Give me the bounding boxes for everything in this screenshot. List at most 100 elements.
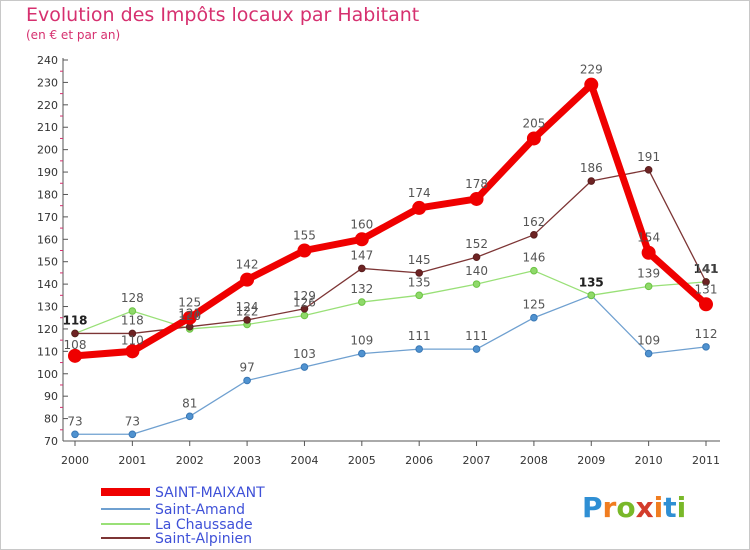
- data-label: 125: [178, 296, 201, 310]
- data-point: [300, 304, 309, 313]
- data-point: [71, 430, 79, 439]
- data-point: [412, 200, 427, 215]
- legend-label: Saint-Amand: [155, 502, 245, 518]
- data-point: [358, 264, 366, 273]
- data-label: 124: [236, 300, 259, 314]
- data-point: [128, 329, 137, 338]
- data-label: 118: [121, 313, 144, 327]
- data-label: 154: [637, 231, 660, 245]
- data-label: 108: [64, 338, 87, 352]
- data-label: 141: [695, 262, 718, 276]
- data-label: 126: [293, 295, 316, 309]
- x-tick-label: 2003: [233, 454, 261, 467]
- y-tick-label: 170: [37, 211, 58, 224]
- x-tick-label: 2006: [405, 454, 433, 467]
- data-label: 135: [580, 275, 603, 289]
- data-point: [125, 344, 140, 359]
- data-point: [354, 232, 369, 247]
- legend-label: La Chaussade: [155, 517, 253, 533]
- x-tick-label: 2001: [118, 454, 146, 467]
- data-label: 129: [293, 289, 316, 303]
- data-point: [644, 282, 653, 291]
- data-point: [530, 266, 538, 275]
- y-tick-label: 210: [37, 121, 58, 134]
- y-tick-label: 110: [37, 345, 58, 358]
- y-tick-label: 230: [37, 76, 58, 89]
- logo-letter: r: [603, 491, 617, 524]
- y-tick-label: 190: [37, 166, 58, 179]
- data-point: [185, 412, 194, 421]
- data-point: [702, 278, 710, 286]
- data-label: 178: [465, 177, 488, 191]
- data-label: 118: [62, 313, 87, 327]
- y-tick-label: 130: [37, 301, 58, 314]
- legend-label: Saint-Alpinien: [155, 531, 252, 547]
- data-point: [358, 298, 366, 306]
- data-point: [641, 245, 656, 260]
- chart-subtitle: (en € et par an): [26, 28, 121, 42]
- data-label: 155: [293, 229, 316, 243]
- data-point: [702, 343, 710, 351]
- logo-text: Proxiti: [582, 491, 686, 524]
- x-tick-label: 2000: [61, 454, 89, 467]
- data-label: 97: [239, 360, 254, 374]
- data-label: 135: [408, 275, 431, 289]
- data-label: 111: [408, 329, 431, 343]
- data-label: 152: [465, 237, 488, 251]
- proxiti-logo: Proxiti: [582, 491, 686, 524]
- data-point: [699, 297, 713, 312]
- data-point: [71, 329, 79, 338]
- data-label: 141: [693, 262, 718, 276]
- data-label: 147: [350, 248, 373, 262]
- x-tick-label: 2004: [290, 454, 318, 467]
- data-point: [472, 280, 481, 288]
- x-tick-label: 2011: [692, 454, 720, 467]
- data-label: 229: [580, 63, 603, 77]
- y-tick-label: 240: [37, 54, 58, 67]
- data-label: 160: [350, 217, 373, 231]
- y-tick-label: 200: [37, 144, 58, 157]
- data-label: 73: [125, 414, 140, 428]
- data-label: 109: [350, 334, 373, 348]
- y-tick-label: 140: [37, 278, 58, 291]
- data-point: [300, 311, 309, 320]
- data-label: 128: [121, 291, 144, 305]
- data-label: 135: [579, 275, 604, 289]
- data-label: 205: [522, 116, 545, 130]
- data-label: 125: [522, 298, 545, 312]
- data-labels-layer: 108 110 125 142 155 160 174 178 205 229 154 131 73 73…: [62, 63, 718, 429]
- logo-letter: x: [636, 491, 654, 524]
- data-point: [300, 363, 309, 371]
- series-line-la-chaussade: [74, 270, 707, 335]
- data-point: [243, 316, 251, 324]
- data-point: [469, 191, 484, 206]
- x-tick-label: 2008: [520, 454, 548, 467]
- data-point: [530, 231, 538, 239]
- data-label: 131: [695, 282, 718, 296]
- data-label: 191: [637, 150, 660, 164]
- data-label: 145: [408, 253, 431, 267]
- logo-letter: t: [663, 491, 676, 524]
- legend-label: SAINT-MAIXANT: [155, 485, 265, 501]
- logo-letter: i: [677, 491, 687, 524]
- data-label: 103: [293, 347, 316, 361]
- data-point: [584, 77, 599, 92]
- series-line-saint-amand: [75, 294, 707, 435]
- x-tick-label: 2005: [348, 454, 376, 467]
- data-point: [297, 243, 312, 258]
- data-label: 142: [236, 258, 259, 272]
- y-tick-label: 90: [44, 390, 58, 403]
- chart-axes: 7080901001101201301401501601701801902002…: [37, 54, 720, 467]
- y-tick-label: 120: [37, 323, 58, 336]
- data-point: [472, 253, 481, 262]
- data-point: [644, 166, 653, 174]
- y-tick-label: 160: [37, 233, 58, 246]
- data-label: 140: [465, 264, 488, 278]
- chart-title: Evolution des Impôts locaux par Habitant: [26, 4, 420, 26]
- series-line-saint-alpinien: [75, 169, 707, 335]
- data-label: 174: [408, 186, 431, 200]
- data-label: 132: [350, 282, 373, 296]
- data-label: 162: [522, 215, 545, 229]
